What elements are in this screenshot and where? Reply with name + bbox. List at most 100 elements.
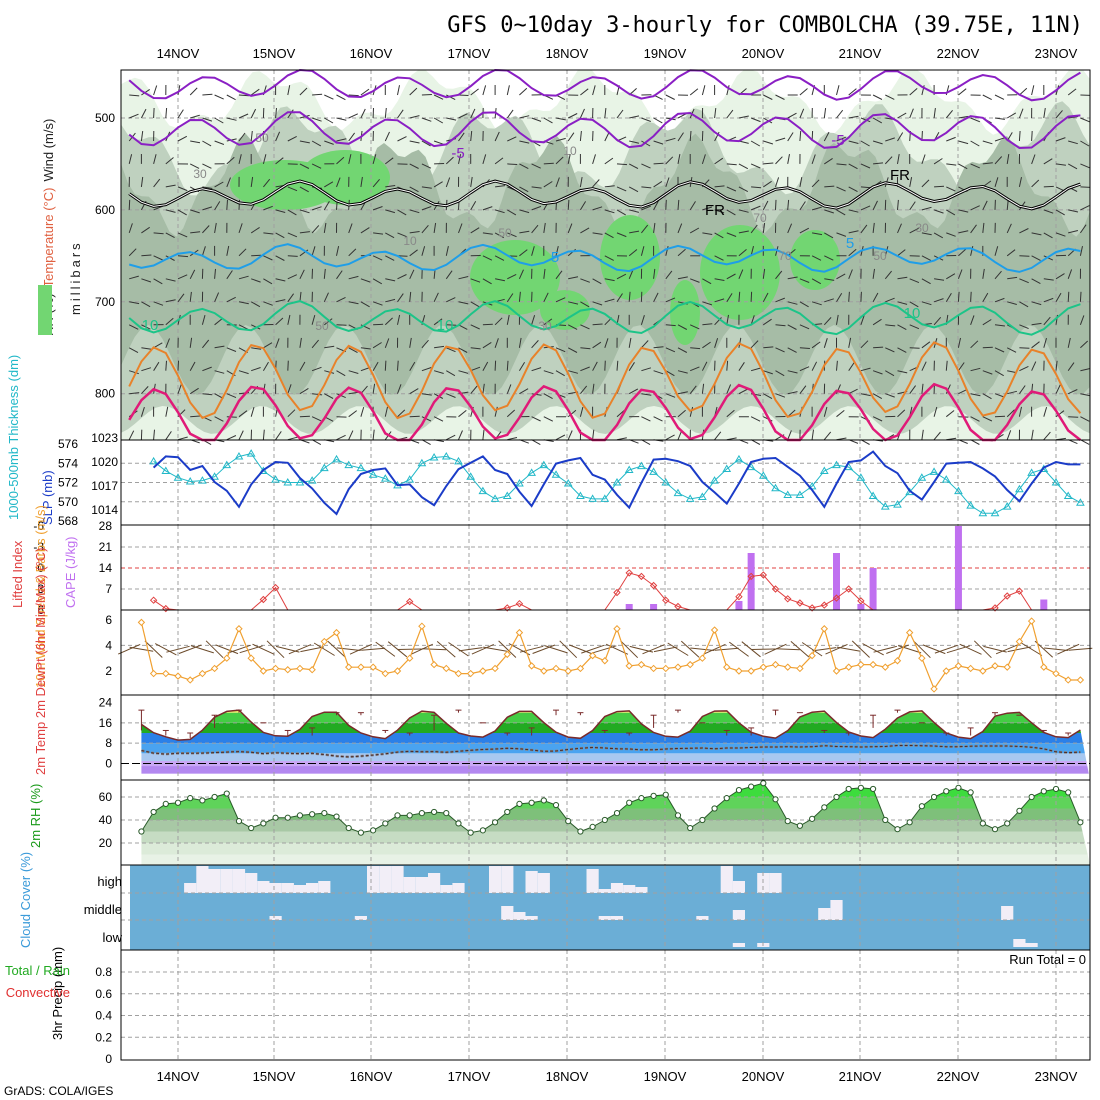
cloud-bar-high [415,877,428,893]
wind-barb [970,291,972,302]
wind-barb [872,200,878,211]
wind-barb [311,439,322,446]
wind-barb [848,248,857,257]
wind-barb [348,275,359,280]
wind-barb [885,393,895,398]
wind-barb [653,162,664,165]
thickness-marker [1002,502,1012,510]
precip-legend-convective: Convective [6,985,70,1000]
wind-barb [909,177,913,187]
wind-barb [482,361,489,371]
date-top-label: 19NOV [644,46,687,61]
temp-tick-label: 24 [99,696,113,710]
wind-barb [970,117,981,123]
wind-barb [836,360,838,371]
rh-marker [821,804,828,811]
wind-barb [189,269,196,280]
wind-barb [372,206,383,211]
wind-barb [336,270,343,280]
wind-barb [434,345,445,349]
wind-barb [348,347,358,354]
wind-barb [263,255,273,261]
wind-barb [360,347,371,350]
thickness-marker [173,473,183,481]
wind-speed-marker [332,628,341,637]
wind-barb [616,232,627,238]
cloud-bar-high [501,866,514,893]
wind-barb [494,255,505,261]
wind-barb [872,117,883,124]
temp-contour-label: 5 [551,249,559,266]
wind-speed-marker [613,625,621,633]
rh-marker [467,829,474,836]
wind-barb [446,347,456,353]
wind-barb [689,227,700,234]
wind-barb [153,301,164,306]
wind-barb [690,278,700,283]
cloud-bar-middle [354,916,367,920]
thickness-marker [722,464,732,473]
wind-barb [336,117,347,121]
wind-barb [1043,297,1054,303]
temp2m-panel: 24 16 8 0 [99,695,1090,780]
wind-barb [994,137,1005,142]
wind-barb [970,416,980,422]
wind-barb [994,415,1006,418]
rh-marker [662,791,669,798]
cape-bar [747,553,755,610]
date-top-label: 20NOV [742,46,785,61]
li-marker [808,604,816,612]
li-marker [844,585,853,593]
wind-ylabel: 10m Wind Speed & Barbs (m/s) [33,505,48,688]
wind-barb [994,297,1005,303]
li-marker [649,581,658,590]
cape-bar [954,526,962,610]
pressure-tick-label: 800 [95,387,115,401]
date-top-label: 23NOV [1035,46,1078,61]
wind-barb [750,140,761,147]
rh-marker [809,815,816,822]
wind-barb [604,131,610,142]
wind-barb [945,410,955,418]
wind-speed-marker [796,664,804,673]
wind-barb [323,201,330,211]
rh-marker [1052,785,1060,793]
thickness-ylabel: 1000-500mb Thickness (dm) [6,355,21,520]
wind-barb [1018,108,1024,119]
wind-speed-line [140,619,1081,691]
wind-barb [982,268,985,279]
wind-barb [299,387,309,395]
wind-barb [128,248,137,257]
li-marker [271,583,280,592]
wind-barb [1031,429,1034,440]
wind-speed-marker [247,654,255,662]
wind-barb-10m [690,647,715,651]
li-marker [1003,592,1011,600]
rh-legend-swatch [38,285,52,335]
wind-barb [1067,269,1073,279]
wind-barb [250,301,261,308]
wind-barb [299,87,308,96]
wind-barb [543,268,546,279]
panel-frames [120,69,1091,1061]
wind-barb [433,370,444,374]
cloud-bar-low [1013,939,1026,947]
rh-contour-label: 10 [563,144,577,158]
date-bottom-label: 21NOV [839,1069,882,1084]
wind-barb [409,361,416,371]
li-marker [613,588,621,597]
wind-barb [824,209,834,214]
wind-barb [470,301,480,308]
rh-marker [174,799,182,806]
wind-barb [470,347,481,350]
wind-barb [860,186,871,189]
wind-barb [994,246,999,256]
temp-color-band [141,766,1090,774]
wind-barb [726,360,729,371]
wind-barb [763,162,774,165]
wind-barb [994,324,1005,327]
wind-barb [189,387,199,395]
wind-barb [616,409,625,418]
rh-marker [150,808,157,816]
wind-barb [677,132,684,142]
